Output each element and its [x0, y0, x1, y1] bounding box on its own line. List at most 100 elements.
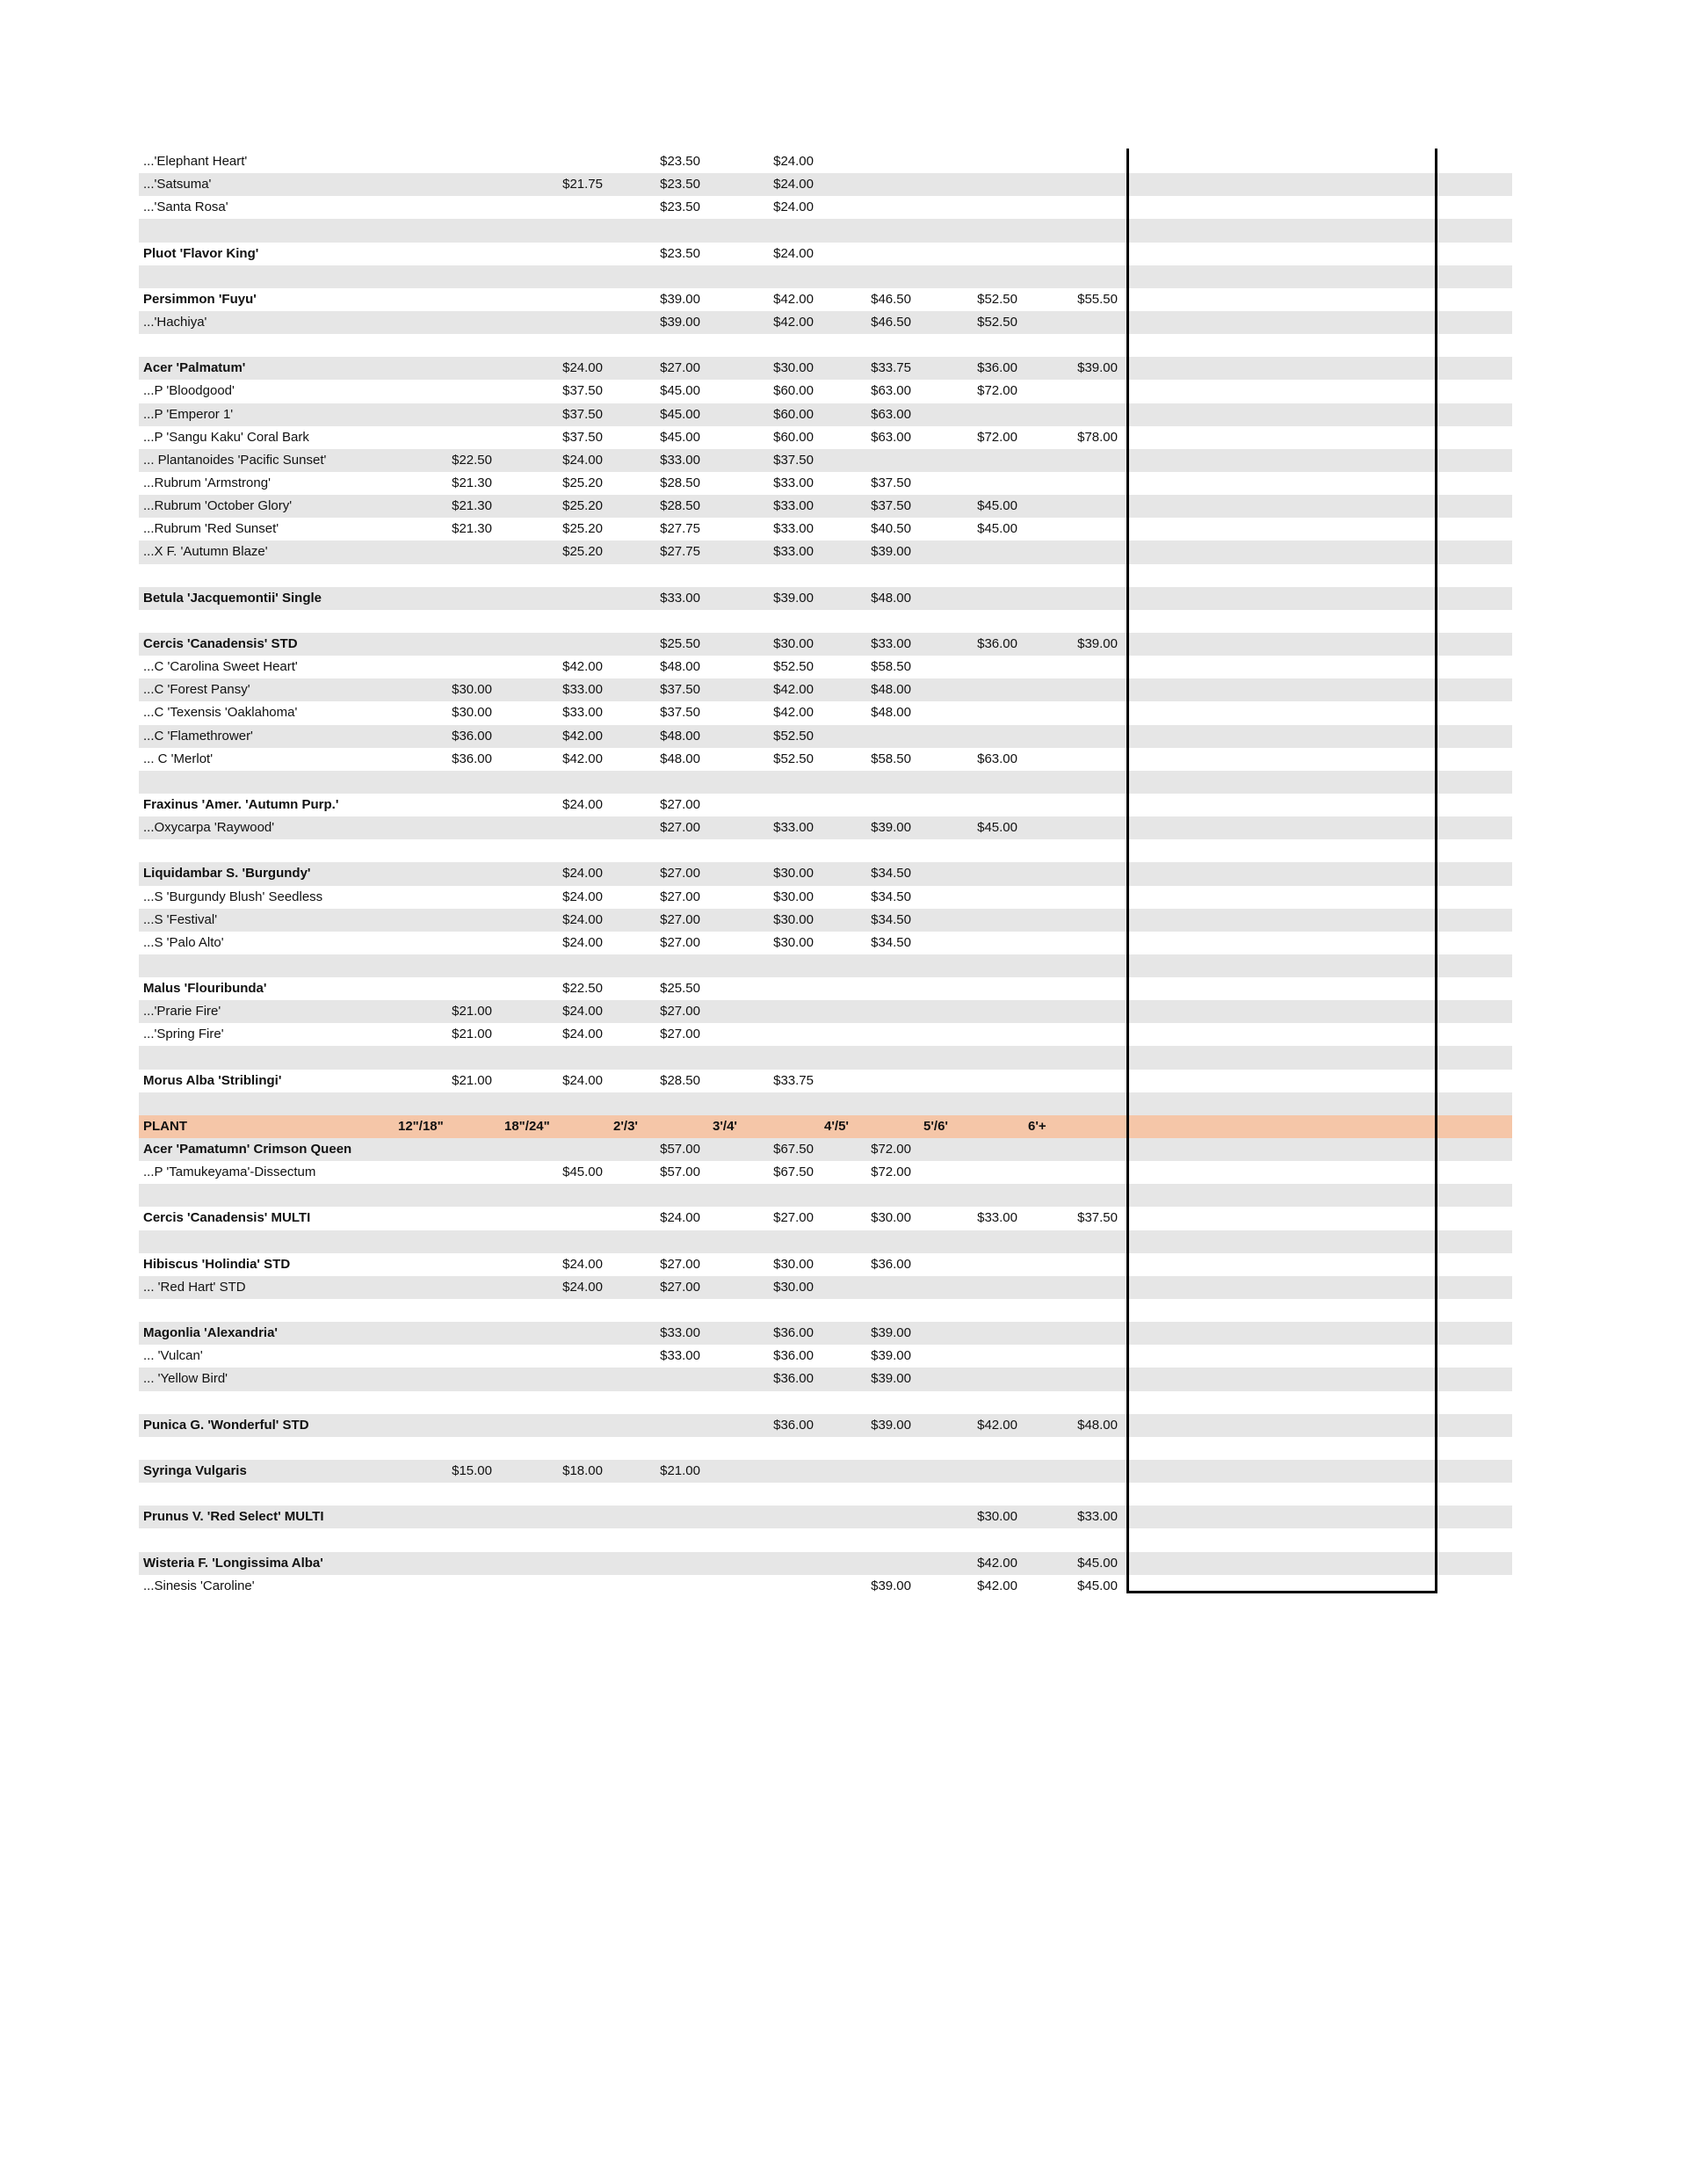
price-cell: $22.50: [562, 981, 603, 997]
plant-name: ...P 'Bloodgood': [143, 383, 235, 399]
price-cell: $27.00: [660, 911, 700, 927]
price-cell: $27.75: [660, 544, 700, 560]
table-row: Cercis 'Canadensis' MULTI $24.00 $27.00 $30…: [139, 1207, 1512, 1230]
price-cell: $30.00: [452, 705, 492, 721]
price-cell: $33.00: [773, 521, 814, 537]
table-row: ...C 'Forest Pansy' $30.00 $33.00 $37.50 $42…: [139, 678, 1512, 702]
price-cell: $24.00: [562, 1027, 603, 1042]
blank-row: [139, 1184, 1512, 1208]
price-cell: $25.20: [562, 498, 603, 514]
price-cell: $28.50: [660, 1072, 700, 1088]
plant-name: ...Oxycarpa 'Raywood': [143, 820, 275, 836]
header-size: 5'/6': [923, 1118, 948, 1134]
price-cell: $39.00: [871, 1417, 911, 1433]
plant-name: ... 'Vulcan': [143, 1348, 203, 1364]
price-cell: $36.00: [452, 728, 492, 744]
price-cell: $33.00: [773, 544, 814, 560]
price-cell: $52.50: [773, 751, 814, 766]
price-cell: $25.50: [660, 635, 700, 651]
table-row: ...'Spring Fire' $21.00 $24.00 $27.00: [139, 1023, 1512, 1046]
price-cell: $30.00: [871, 1210, 911, 1226]
plant-name: Hibiscus 'Holindia' STD: [143, 1256, 291, 1272]
blank-row: [139, 219, 1512, 243]
price-cell: $25.20: [562, 544, 603, 560]
price-cell: $52.50: [977, 291, 1017, 307]
price-cell: $21.30: [452, 475, 492, 490]
plant-name: Acer 'Palmatum': [143, 360, 246, 376]
price-cell: $33.00: [977, 1210, 1017, 1226]
price-cell: $27.00: [773, 1210, 814, 1226]
price-cell: $39.00: [1077, 360, 1118, 376]
table-row: ...P 'Emperor 1' $37.50 $45.00 $60.00 $63.00: [139, 403, 1512, 426]
price-cell: $30.00: [977, 1509, 1017, 1525]
price-cell: $27.00: [660, 360, 700, 376]
price-cell: $45.00: [660, 406, 700, 422]
price-cell: $37.50: [1077, 1210, 1118, 1226]
price-cell: $21.30: [452, 498, 492, 514]
price-cell: $37.50: [562, 406, 603, 422]
plant-name: Malus 'Flouribunda': [143, 981, 267, 997]
plant-name: Morus Alba 'Striblingi': [143, 1072, 282, 1088]
table-row: ... 'Vulcan' $33.00 $36.00 $39.00: [139, 1345, 1512, 1368]
price-cell: $23.50: [660, 200, 700, 215]
price-cell: $33.00: [660, 452, 700, 468]
price-cell: $30.00: [773, 1279, 814, 1295]
price-cell: $15.00: [452, 1463, 492, 1479]
price-cell: $39.00: [871, 820, 911, 836]
table-row: Pluot 'Flavor King' $23.50 $24.00: [139, 243, 1512, 265]
header-size: 2'/3': [613, 1118, 638, 1134]
plant-name: Punica G. 'Wonderful' STD: [143, 1417, 309, 1433]
price-cell: $63.00: [871, 383, 911, 399]
price-cell: $24.00: [562, 1072, 603, 1088]
price-cell: $30.00: [773, 635, 814, 651]
price-cell: $67.50: [773, 1142, 814, 1157]
table-header-row: PLANT 12"/18" 18"/24" 2'/3' 3'/4' 4'/5' 5'/6' 6…: [139, 1114, 1512, 1139]
price-cell: $63.00: [977, 751, 1017, 766]
price-cell: $27.00: [660, 889, 700, 904]
table-row: ...P 'Sangu Kaku' Coral Bark $37.50 $45.00…: [139, 426, 1512, 449]
price-cell: $39.00: [1077, 635, 1118, 651]
blank-row: [139, 1046, 1512, 1070]
plant-name: ...Sinesis 'Caroline': [143, 1578, 255, 1593]
plant-name: Syringa Vulgaris: [143, 1463, 247, 1479]
price-cell: $30.00: [773, 1256, 814, 1272]
blank-row: [139, 1092, 1512, 1115]
plant-name: ...S 'Palo Alto': [143, 934, 224, 950]
table-row: Magonlia 'Alexandria' $33.00 $36.00 $39.00: [139, 1322, 1512, 1346]
table-row: Cercis 'Canadensis' STD $25.50 $30.00 $33.0…: [139, 632, 1512, 657]
price-cell: $48.00: [660, 728, 700, 744]
price-cell: $48.00: [871, 705, 911, 721]
price-cell: $39.00: [871, 1371, 911, 1387]
price-cell: $39.00: [871, 1348, 911, 1364]
plant-name: Wisteria F. 'Longissima Alba': [143, 1555, 323, 1571]
table-row: ...X F. 'Autumn Blaze' $25.20 $27.75 $33.00…: [139, 541, 1512, 564]
price-cell: $42.00: [977, 1555, 1017, 1571]
price-cell: $58.50: [871, 751, 911, 766]
price-cell: $39.00: [871, 544, 911, 560]
price-cell: $36.00: [773, 1325, 814, 1341]
table-row: Morus Alba 'Striblingi' $21.00 $24.00 $28.5…: [139, 1070, 1512, 1092]
price-cell: $21.75: [562, 177, 603, 192]
plant-name: Persimmon 'Fuyu': [143, 291, 257, 307]
blank-row: [139, 1230, 1512, 1253]
plant-name: Liquidambar S. 'Burgundy': [143, 866, 311, 882]
price-cell: $58.50: [871, 659, 911, 675]
plant-name: ...Rubrum 'Armstrong': [143, 475, 271, 490]
price-cell: $24.00: [562, 1004, 603, 1019]
plant-name: Betula 'Jacquemontii' Single: [143, 590, 322, 606]
plant-name: ... 'Red Hart' STD: [143, 1279, 246, 1295]
price-cell: $37.50: [660, 682, 700, 698]
plant-name: ...C 'Carolina Sweet Heart': [143, 659, 298, 675]
price-cell: $28.50: [660, 498, 700, 514]
table-row: ...'Prarie Fire' $21.00 $24.00 $27.00: [139, 1000, 1512, 1024]
header-size: 18"/24": [504, 1118, 550, 1134]
price-cell: $33.00: [773, 498, 814, 514]
plant-name: Cercis 'Canadensis' STD: [143, 635, 298, 651]
table-row: Punica G. 'Wonderful' STD $36.00 $39.00 $42…: [139, 1413, 1512, 1437]
price-cell: $39.00: [773, 590, 814, 606]
price-cell: $33.00: [773, 820, 814, 836]
price-cell: $30.00: [773, 866, 814, 882]
price-cell: $42.00: [562, 728, 603, 744]
plant-name: ...'Santa Rosa': [143, 200, 228, 215]
plant-name: ...'Hachiya': [143, 314, 207, 330]
